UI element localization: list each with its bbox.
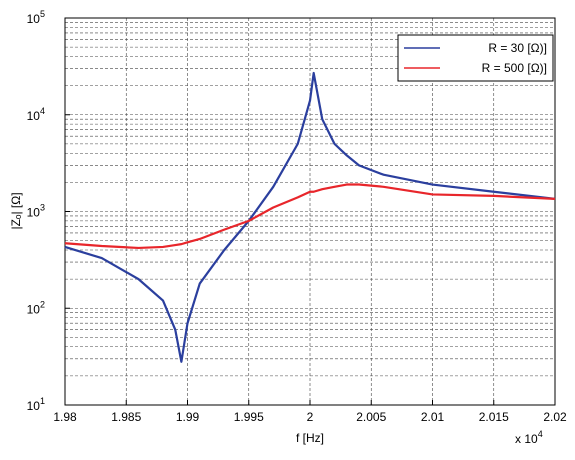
x-multiplier-exponent: 4: [538, 429, 543, 439]
x-tick-label: 2.005: [356, 410, 386, 424]
y-tick-label: 103: [27, 203, 45, 220]
series-line: [64, 71, 556, 363]
x-tick-label: 2: [307, 410, 314, 424]
y-tick-exponent: 3: [40, 203, 45, 213]
y-tick-base: 10: [27, 302, 41, 316]
y-tick-base: 10: [27, 206, 41, 220]
x-tick-label: 1.98: [53, 410, 77, 424]
plot-frame: [64, 17, 556, 406]
series-line: [64, 183, 556, 250]
y-tick-exponent: 4: [40, 106, 45, 116]
y-tick-base: 10: [27, 12, 41, 26]
x-multiplier: x 104: [515, 429, 543, 446]
x-tick-label: 2.01: [421, 410, 445, 424]
y-tick-base: 10: [27, 109, 41, 123]
y-tick-exponent: 1: [40, 396, 45, 406]
y-tick-exponent: 2: [40, 299, 45, 309]
x-tick-label: 2.015: [479, 410, 509, 424]
y-tick-label: 105: [27, 9, 45, 26]
y-tick-label: 104: [27, 106, 45, 123]
x-tick-label: 1.99: [176, 410, 200, 424]
y-tick-exponent: 5: [40, 9, 45, 19]
x-tick-label: 2.02: [543, 410, 567, 424]
x-tick-label: 1.995: [234, 410, 264, 424]
y-tick-base: 10: [27, 399, 41, 413]
x-axis-label: f [Hz]: [296, 431, 324, 445]
legend-label: R = 500 [Ω)]: [482, 61, 547, 75]
y-tick-label: 101: [27, 396, 45, 413]
legend-box: [397, 34, 554, 82]
x-tick-label: 1.985: [111, 410, 141, 424]
x-multiplier-base: x 10: [515, 432, 538, 446]
y-axis-label: |Zₒ| [Ω]: [9, 192, 23, 229]
legend-label: R = 30 [Ω)]: [488, 41, 547, 55]
y-tick-label: 102: [27, 299, 45, 316]
